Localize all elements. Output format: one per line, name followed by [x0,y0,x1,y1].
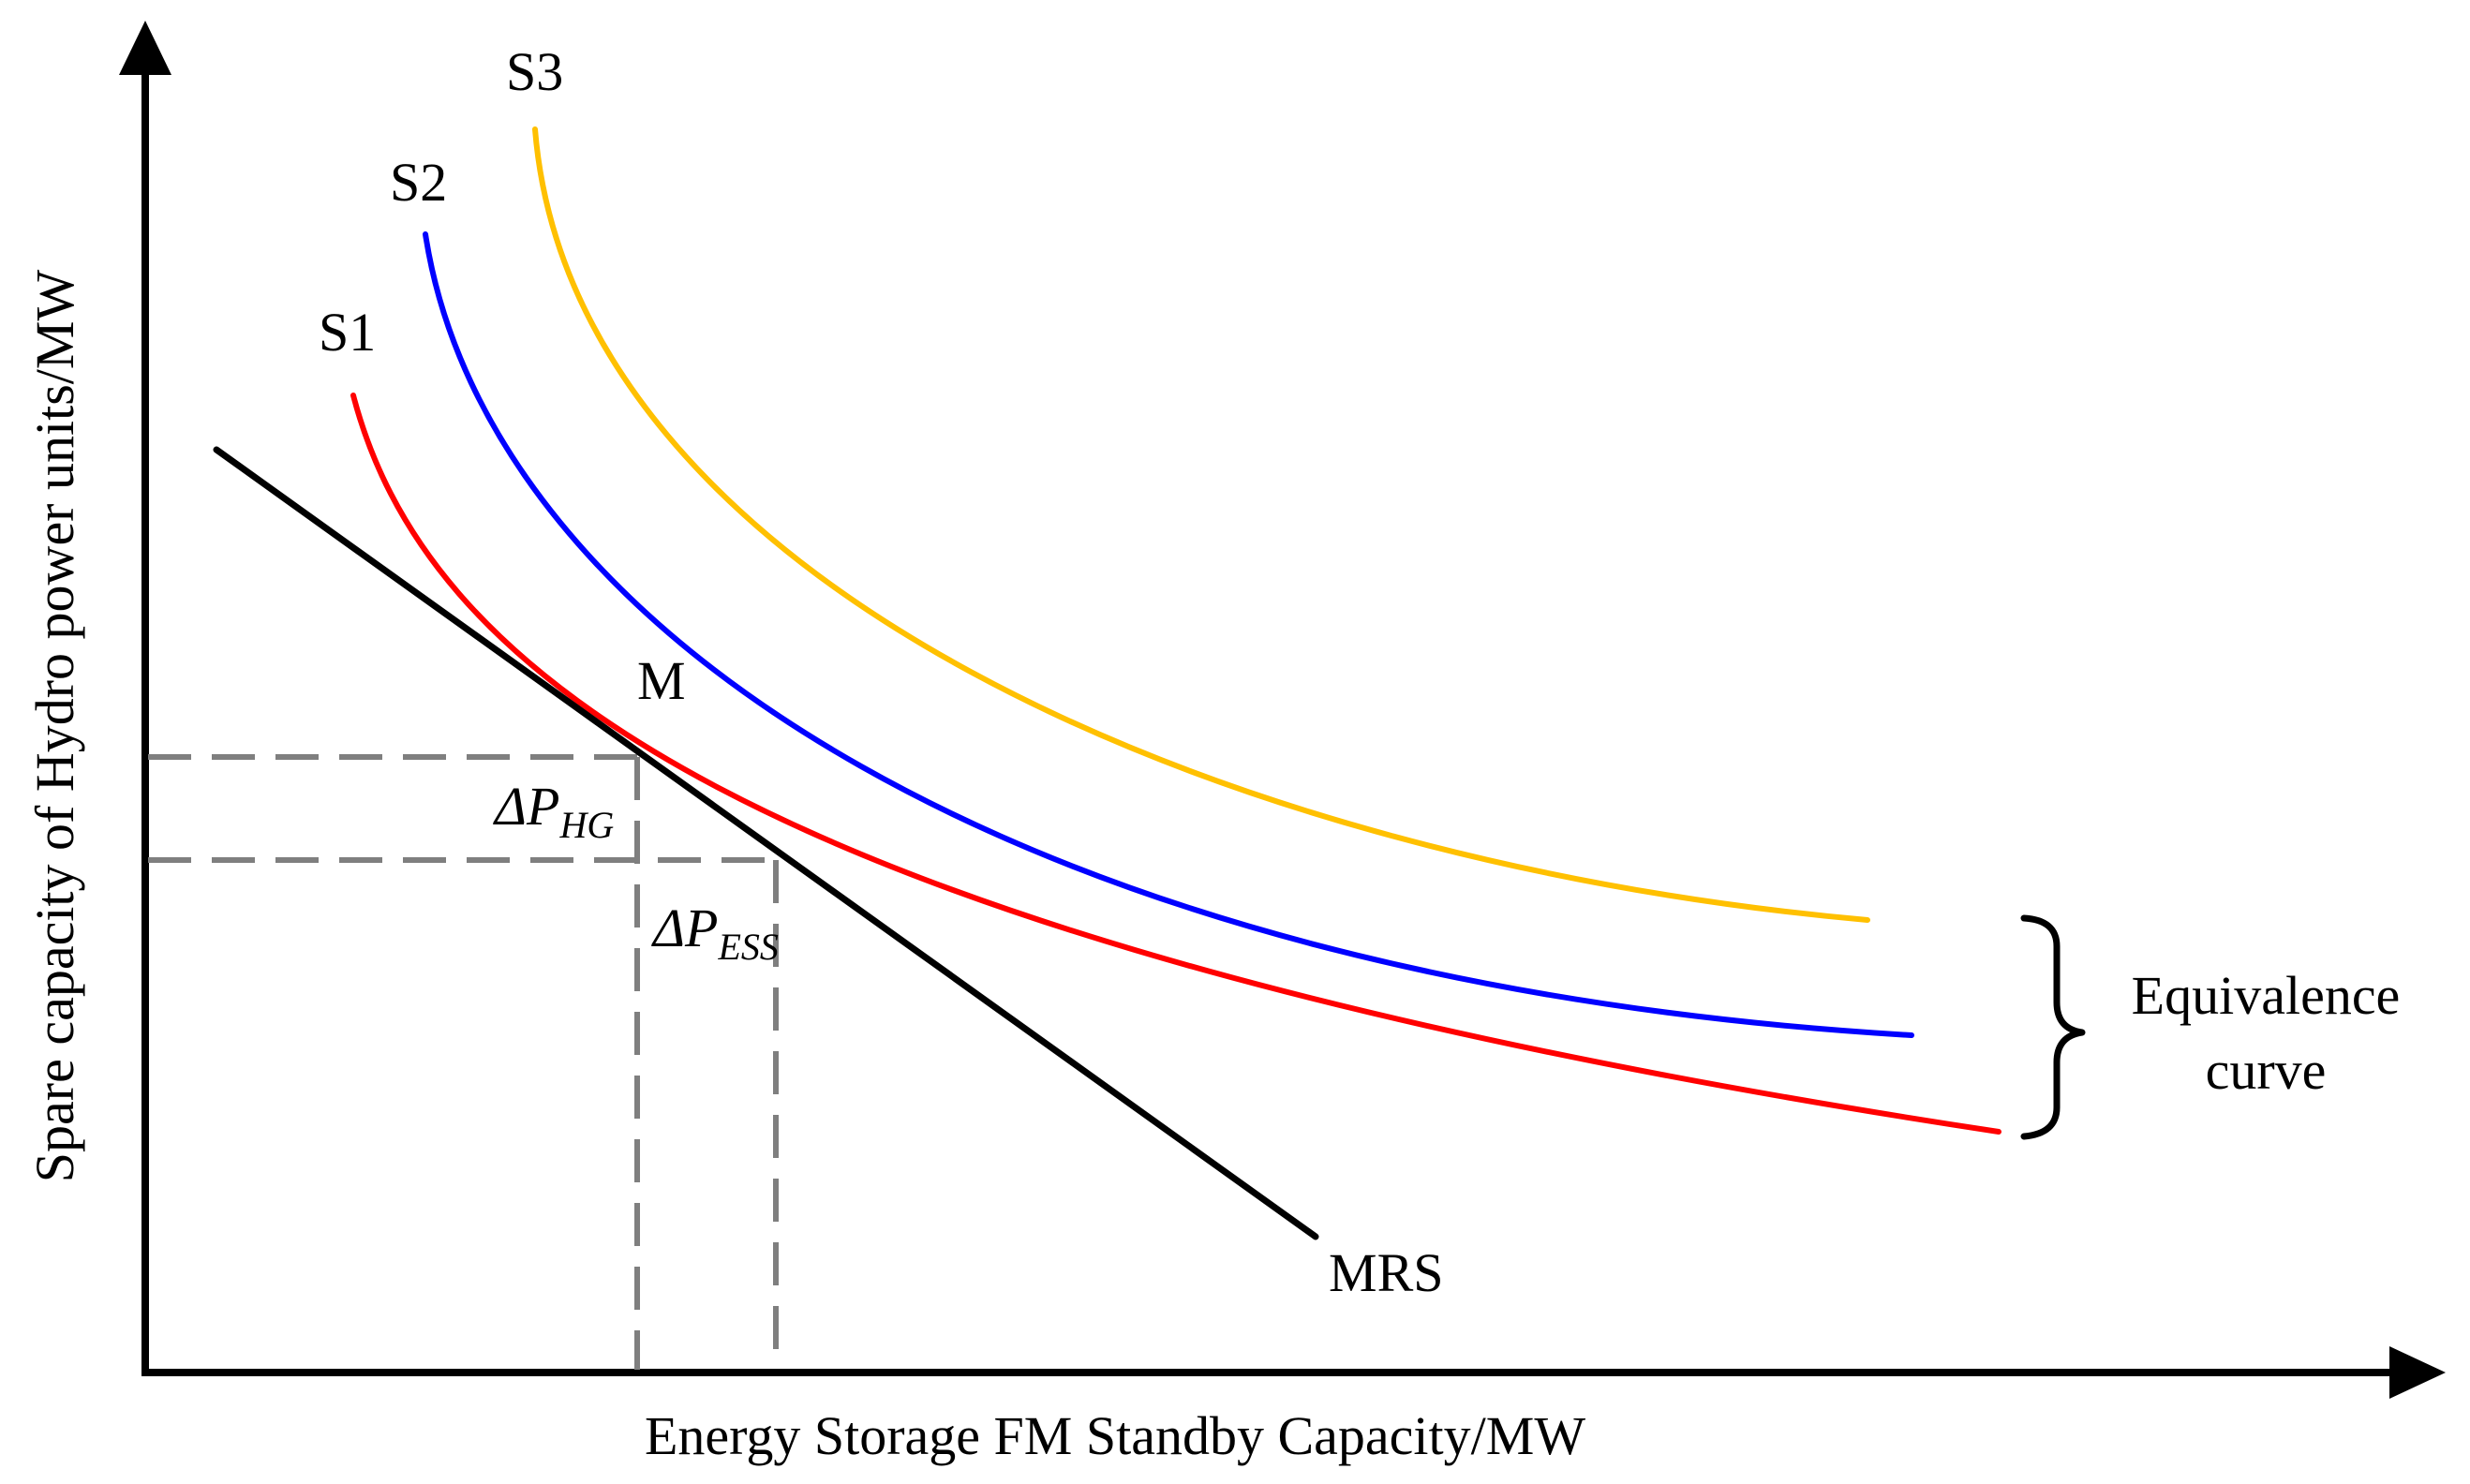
y-axis-title: Spare capacity of Hydro power units/MW [24,270,85,1183]
curve-s1 [350,393,2001,1135]
label-equivalence-line2: curve [2206,1040,2327,1101]
delta-hg-prefix: ΔP [493,776,559,837]
label-s3: S3 [506,41,563,102]
guide-lines [148,754,779,1370]
delta-ess-prefix: ΔP [651,898,718,958]
equivalence-bracket [2020,914,2086,1140]
label-s1: S1 [319,302,376,363]
x-axis-arrowhead [2389,1346,2446,1399]
mrs-line [213,446,1319,1240]
label-equivalence-line1: Equivalence [2132,965,2401,1026]
label-delta-hg: ΔPHG [493,776,614,846]
delta-hg-subscript: HG [558,804,614,846]
label-s2: S2 [390,152,447,213]
label-mrs: MRS [1329,1242,1444,1303]
curve-s2 [423,231,1914,1038]
curve-s3 [532,126,1870,923]
label-delta-ess: ΔPESS [651,898,779,968]
label-point-m: M [637,650,686,711]
delta-ess-subscript: ESS [717,926,778,968]
x-axis-title: Energy Storage FM Standby Capacity/MW [645,1405,1585,1466]
y-axis-arrowhead [119,21,171,75]
